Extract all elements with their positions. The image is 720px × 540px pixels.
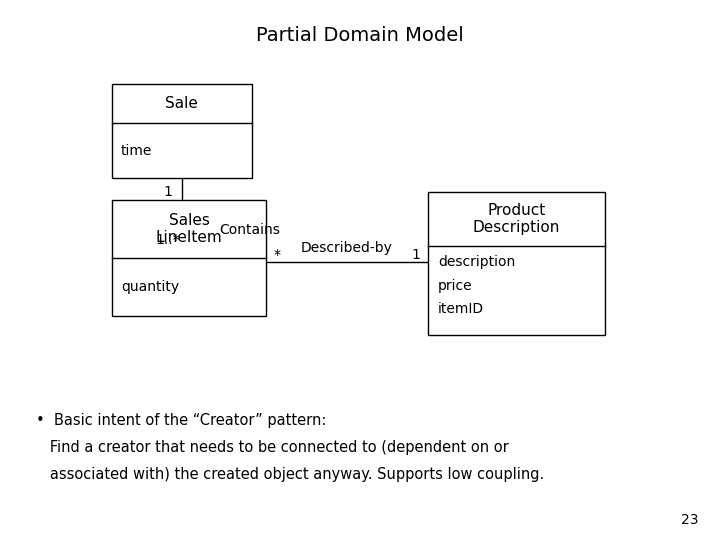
Text: *: * [274, 248, 281, 262]
Text: 1: 1 [163, 185, 172, 199]
Text: Contains: Contains [220, 222, 281, 237]
Text: time: time [121, 144, 153, 158]
Text: Described-by: Described-by [301, 241, 393, 255]
Text: itemID: itemID [438, 302, 484, 316]
Text: Find a creator that needs to be connected to (dependent on or: Find a creator that needs to be connecte… [36, 440, 509, 455]
Text: quantity: quantity [121, 280, 179, 294]
Text: Partial Domain Model: Partial Domain Model [256, 25, 464, 45]
Text: price: price [438, 279, 472, 293]
Text: 1..*: 1..* [156, 233, 180, 247]
Text: Sales
LineItem: Sales LineItem [156, 213, 222, 245]
Text: 1: 1 [412, 248, 420, 262]
Text: 23: 23 [681, 512, 698, 526]
Text: •  Basic intent of the “Creator” pattern:: • Basic intent of the “Creator” pattern: [36, 413, 326, 428]
Text: Sale: Sale [166, 96, 198, 111]
Text: description: description [438, 255, 515, 269]
Text: associated with) the created object anyway. Supports low coupling.: associated with) the created object anyw… [36, 467, 544, 482]
Bar [428, 192, 605, 335]
Text: Product
Description: Product Description [473, 202, 560, 235]
Bar [112, 200, 266, 316]
Bar [112, 84, 252, 178]
